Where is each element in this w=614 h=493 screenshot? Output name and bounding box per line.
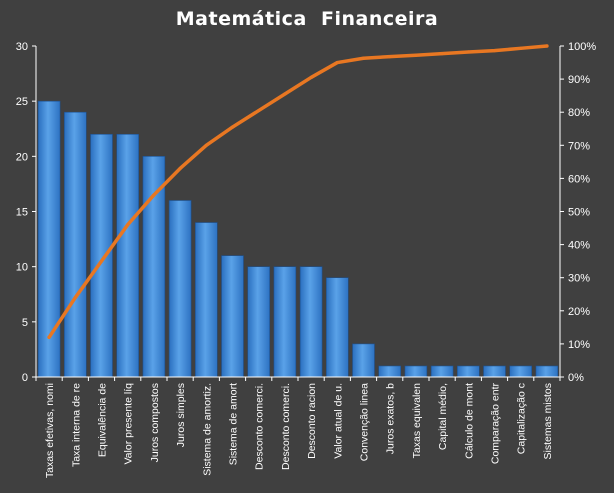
cumulative-point-12 [335,60,339,65]
cumulative-point-11 [309,75,313,80]
right-tick-label: 10% [568,339,590,351]
category-label: Sistema de amortiz. [201,383,213,476]
chart-title: Matemática Financeira [175,8,439,30]
category-label: Valor presente líq [123,383,135,465]
bar-6 [168,200,192,378]
category-label: Desconto comerci. [280,383,292,470]
cumulative-point-4 [126,223,130,227]
bar-15 [404,365,428,378]
bar-7 [195,222,218,378]
left-tick-label: 25 [16,96,28,108]
bar-17 [456,365,480,378]
cumulative-point-19 [519,46,523,50]
cumulative-line [47,44,549,340]
category-label: Taxa interna de re [70,383,82,467]
left-tick-label: 30 [16,41,28,53]
right-tick-label: 90% [568,74,590,86]
bar-3 [90,133,113,378]
category-label: Desconto racion [306,383,318,459]
bar-2 [64,111,87,378]
left-tick-label: 20 [16,151,28,163]
bar-12 [325,277,349,378]
axes-layer: 0 5 10 15 20 25 30 0% 10% 20% 30% 40% 50% 60% 70% 80% 90… [16,41,597,478]
cumulative-point-20 [545,44,549,48]
bar-4 [116,133,139,378]
bar-13 [352,343,375,378]
right-tick-label: 80% [568,107,590,119]
cumulative-point-3 [99,259,104,263]
bar-8 [221,255,244,378]
cumulative-point-18 [492,49,497,53]
cumulative-point-8 [230,125,235,129]
cumulative-point-16 [440,52,444,56]
category-label: Comparação entr [490,382,502,464]
right-tick-label: 40% [568,240,590,252]
category-label: Sistemas mistos [542,383,554,459]
cumulative-point-9 [257,108,261,113]
category-label: Desconto comerci. [254,383,266,470]
cumulative-point-1 [47,335,51,339]
right-tick-label: 20% [568,306,590,318]
left-tick-label: 10 [16,262,28,274]
right-tick-label: 0% [568,372,584,384]
category-label: Taxas equivalen [411,383,423,458]
right-tick-label: 60% [568,173,590,185]
category-label: Taxas efetivas, nomi [44,383,56,478]
left-tick-label: 0 [22,372,28,384]
category-label: Capitalização c [516,383,528,454]
cumulative-point-5 [152,193,156,197]
category-label: Valor atual de u. [332,383,344,459]
cumulative-point-17 [466,50,470,54]
category-label: Juros exatos, b [385,383,397,454]
category-label: Equivalência de [97,383,109,457]
cumulative-point-14 [388,54,392,59]
right-tick-label: 30% [568,273,590,285]
bar-19 [509,365,533,378]
right-tick-label: 50% [568,207,590,219]
left-tick-label: 15 [16,207,28,219]
category-label: Sistema de amort [228,383,240,465]
bar-20 [535,365,559,378]
category-label: Capital médio, [437,383,449,450]
cumulative-line-layer [47,44,549,340]
bar-10 [273,266,297,378]
right-tick-label: 100% [568,41,596,53]
cumulative-point-7 [204,143,208,147]
category-label: Convenção linea [359,383,371,461]
cumulative-point-6 [178,166,182,171]
bar-11 [299,266,323,378]
cumulative-point-2 [73,295,77,300]
cumulative-point-10 [283,92,287,96]
cumulative-point-13 [361,56,366,60]
bar-18 [483,365,506,378]
bars-layer [37,100,559,378]
right-tick-label: 70% [568,140,590,152]
cumulative-point-15 [414,53,418,57]
category-label: Cálculo de mont [463,383,475,459]
left-tick-label: 5 [22,317,28,329]
category-label: Juros simples [175,383,187,447]
bar-14 [378,365,402,378]
bar-9 [247,266,270,378]
bar-16 [430,365,454,378]
category-label: Juros compostos [149,383,161,462]
